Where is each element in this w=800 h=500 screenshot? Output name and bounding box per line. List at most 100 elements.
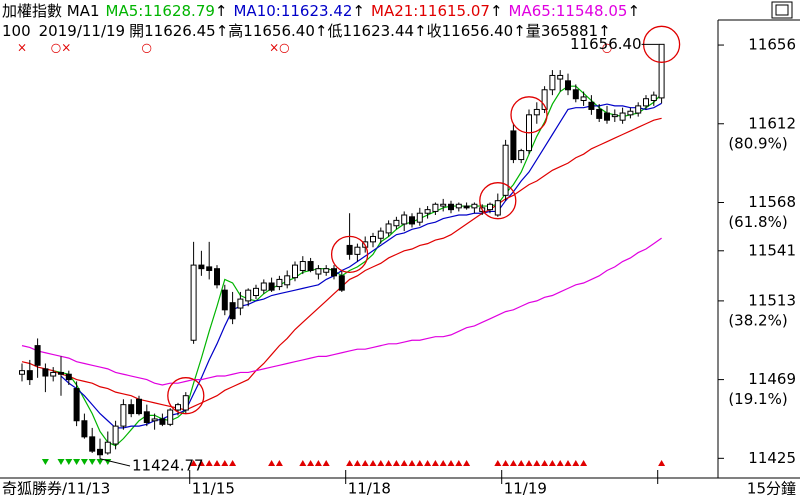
up-marker (517, 460, 525, 466)
up-marker (229, 460, 237, 466)
x-label: 11/18 (348, 480, 391, 498)
signal-circle (330, 235, 369, 274)
candle-body (260, 282, 267, 291)
candle-body (151, 418, 158, 422)
ma-sep: : (413, 2, 418, 20)
quote-label: 量 (526, 22, 541, 40)
candle-body (50, 371, 57, 377)
up-marker (369, 460, 377, 466)
index-name: 加權指數 MA1 (2, 2, 100, 20)
up-marker (416, 460, 424, 466)
candle-body (596, 108, 603, 119)
quote-label: 收 (427, 22, 442, 40)
candle-body (510, 130, 517, 161)
window-button[interactable] (771, 1, 793, 19)
candle-body (541, 89, 548, 110)
up-marker (502, 460, 510, 466)
fib-label: (80.9%) (728, 134, 787, 152)
candle-body (175, 404, 181, 411)
candle-body (424, 209, 431, 214)
candle-body (73, 388, 80, 422)
candle-body (97, 448, 103, 456)
quote-arrow: ↑ (216, 22, 229, 40)
up-marker (205, 460, 213, 466)
candle-body (34, 345, 41, 366)
candle-body (588, 101, 595, 110)
up-marker (494, 460, 502, 466)
up-marker (541, 460, 549, 466)
candle-body (455, 203, 462, 209)
candle-body (557, 74, 564, 80)
ma-name: MA21 (371, 2, 413, 20)
candle-body (619, 112, 626, 121)
up-marker (509, 460, 517, 466)
candle-body (409, 216, 415, 225)
candle-body (604, 112, 610, 121)
y-tick-label: 11612 (748, 114, 796, 132)
y-tick-label: 11568 (748, 193, 796, 211)
y-tick-label: 11469 (748, 370, 796, 388)
up-marker (424, 460, 432, 466)
candle-body (401, 214, 408, 225)
candle-body (159, 418, 166, 425)
candle-body (136, 398, 142, 415)
x-label: 11/19 (504, 480, 547, 498)
time: 100 (2, 22, 31, 40)
ma-name: MA10 (233, 2, 275, 20)
down-marker (65, 459, 73, 465)
signal-symbol: ○× (51, 41, 72, 55)
quote-value: 11656.40 (243, 22, 315, 40)
candle-body (440, 203, 447, 207)
x-label: 11/15 (192, 480, 235, 498)
candle-body (658, 43, 665, 99)
up-marker (533, 460, 541, 466)
up-marker (548, 460, 556, 466)
up-marker (658, 460, 666, 466)
y-tick-label: 11425 (748, 449, 796, 467)
x-label: 奇狐勝券/11/13 (2, 480, 110, 498)
up-marker (275, 460, 283, 466)
up-marker (221, 460, 229, 466)
candle-body (432, 203, 439, 212)
y-tick-label: 11656 (748, 36, 796, 54)
down-marker (57, 459, 65, 465)
up-marker (447, 460, 455, 466)
candle-body (206, 266, 213, 271)
up-marker (408, 460, 416, 466)
up-marker (322, 460, 330, 466)
quote-value: 11656.40 (442, 22, 514, 40)
fib-label: (19.1%) (728, 390, 787, 408)
candle-body (338, 275, 345, 291)
signal-circle (510, 96, 548, 134)
candle-body (245, 289, 252, 302)
low-label: 11424.77 (132, 457, 204, 475)
candle-body (565, 80, 571, 91)
candle-body (650, 94, 657, 102)
up-marker (525, 460, 533, 466)
ma-value: 11628.79 (143, 2, 215, 20)
signal-symbol: ○ (142, 41, 152, 55)
ma-arrow: ↑ (627, 2, 640, 20)
up-marker (268, 460, 276, 466)
candle-body (385, 223, 392, 234)
candle-body (299, 261, 306, 271)
candle-body (611, 114, 618, 118)
up-marker (377, 460, 385, 466)
up-marker (564, 460, 572, 466)
up-marker (190, 460, 198, 466)
down-marker (88, 459, 96, 465)
quote-arrow: ↑ (513, 22, 526, 40)
high-label: 11656.40 (570, 35, 642, 53)
up-marker (463, 460, 471, 466)
quote-arrow: ↑ (414, 22, 427, 40)
up-marker (346, 460, 354, 466)
candle-body (315, 268, 322, 275)
up-marker (197, 460, 205, 466)
up-marker (361, 460, 369, 466)
candle-body (112, 425, 119, 445)
candle-body (198, 264, 205, 270)
candle-body (448, 203, 454, 211)
candle-body (533, 108, 540, 116)
up-marker (307, 460, 315, 466)
